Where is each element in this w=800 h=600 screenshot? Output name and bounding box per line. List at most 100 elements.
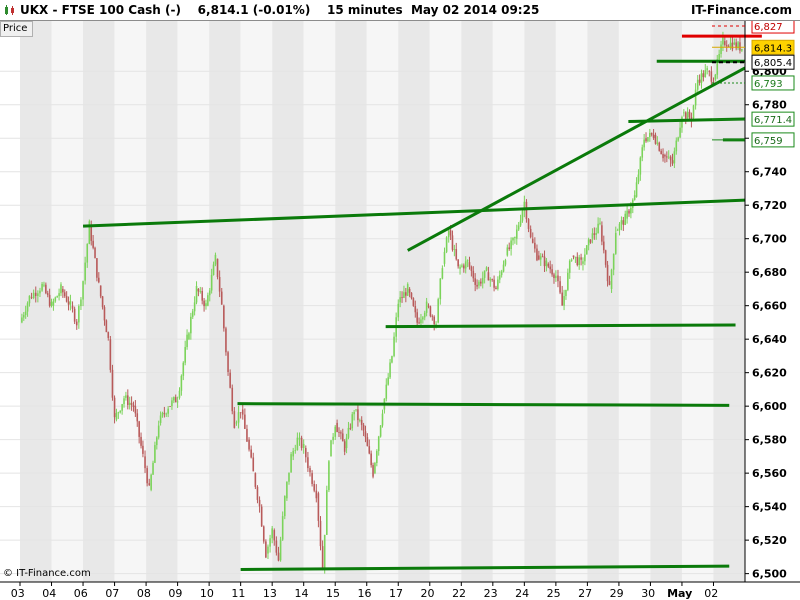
candle-body [700, 73, 703, 83]
day-band [429, 21, 462, 582]
marker-box [751, 54, 795, 70]
candle-body [538, 255, 540, 260]
candle-body [288, 472, 290, 482]
candle-body [182, 362, 185, 376]
candle-body [258, 499, 261, 507]
candle-body [237, 412, 240, 423]
candle-body [136, 413, 139, 422]
y-tick-label: 6,640 [752, 333, 787, 346]
candle-body [186, 334, 188, 348]
candle-body [545, 260, 548, 267]
candle-body [199, 291, 202, 292]
candle-body [414, 306, 417, 313]
candle-body [117, 412, 120, 414]
candle-body [99, 285, 102, 297]
candle-body [716, 59, 719, 75]
x-tick-label: 25 [547, 587, 561, 600]
candle-body [340, 432, 342, 434]
candle-body [557, 275, 559, 282]
candle-body [113, 397, 116, 418]
y-tick-label: 6,740 [752, 166, 787, 179]
candle-body [506, 247, 509, 256]
marker-box [751, 132, 795, 148]
candle-body [551, 269, 553, 275]
candle-body [461, 265, 463, 267]
candle-body [273, 530, 276, 541]
candle-body [30, 297, 33, 299]
candle-body [252, 457, 255, 472]
candle-body [231, 387, 234, 412]
rising-trendline [407, 66, 746, 252]
candle-body [292, 450, 294, 457]
candle-body [193, 302, 196, 312]
candle-body [216, 258, 219, 278]
candle-body [315, 490, 318, 499]
marker-label: 6,827 [754, 22, 783, 33]
candle-body [21, 317, 23, 323]
candle-body [585, 245, 588, 255]
candle-body [188, 333, 190, 340]
candle-body [275, 540, 278, 553]
x-tick-label: 22 [452, 587, 466, 600]
candle-body [364, 431, 367, 438]
x-tick-label: 04 [42, 587, 56, 600]
marker-label: 6,814.3 [754, 43, 792, 54]
candle-body [372, 465, 374, 477]
candle-body [336, 422, 338, 433]
candle-body [393, 336, 395, 356]
candle-body [403, 292, 405, 299]
candle-body [572, 255, 575, 258]
candle-body [190, 316, 192, 334]
x-tick-label: 06 [74, 587, 88, 600]
candle-body [570, 259, 573, 261]
candle-body [696, 79, 699, 90]
candle-body [497, 279, 499, 289]
candle-body [686, 111, 689, 119]
candle-body [173, 397, 175, 401]
candle-body [606, 264, 609, 282]
candle-body [256, 486, 259, 500]
candle-body [107, 332, 110, 338]
day-band [713, 21, 745, 582]
candle-body [720, 44, 722, 55]
candle-body [514, 236, 516, 238]
candle-body [235, 422, 238, 424]
candle-body [351, 414, 354, 429]
candle-body [694, 89, 697, 106]
candle-body [547, 263, 550, 267]
candle-body [649, 132, 651, 138]
candle-body [681, 117, 683, 128]
candlestick-icon [5, 5, 14, 15]
candle-body [96, 258, 98, 278]
candle-body [300, 437, 303, 448]
candle-body [425, 301, 428, 313]
candle-body [662, 154, 664, 159]
price-series [21, 31, 743, 574]
candle-body [568, 260, 571, 273]
candle-body [271, 528, 273, 539]
candle-body [248, 439, 250, 450]
x-tick-label: 17 [389, 587, 403, 600]
candle-body [111, 369, 114, 398]
candle-body [645, 138, 647, 142]
price-markers: 6,827 6,814.3 6,805.4 6,793 6,771.4 6,759 [712, 18, 795, 148]
candle-body [422, 317, 424, 320]
candle-body [319, 520, 322, 547]
candle-body [60, 284, 62, 294]
candle-body [84, 262, 86, 281]
candle-body [334, 426, 337, 437]
candle-body [218, 277, 221, 292]
candle-body [666, 156, 668, 158]
candle-body [521, 210, 524, 221]
candle-body [353, 412, 355, 415]
candle-body [733, 42, 736, 45]
candle-body [82, 281, 84, 300]
candle-body [150, 474, 152, 490]
candle-body [161, 412, 164, 416]
candle-body [525, 201, 528, 220]
candle-body [405, 292, 407, 296]
day-band [272, 21, 304, 582]
x-tick-label: 08 [137, 587, 151, 600]
candle-body [677, 137, 679, 141]
